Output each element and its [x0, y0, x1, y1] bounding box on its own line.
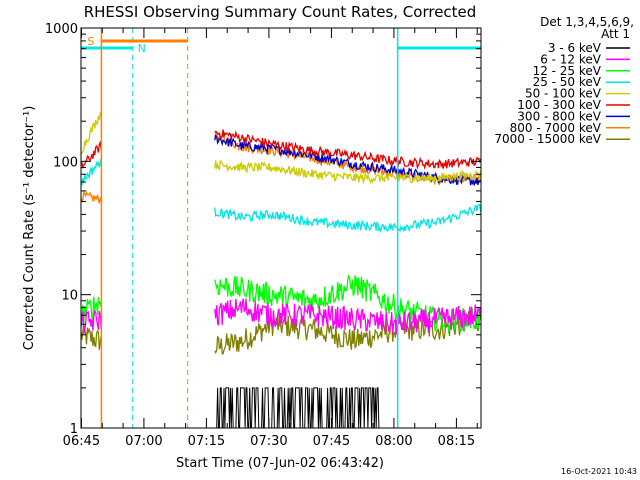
series-line-5 — [81, 129, 481, 171]
y-axis-label: Corrected Count Rate (s⁻¹ detector⁻¹) — [22, 106, 37, 351]
x-tick-label: 06:45 — [63, 434, 100, 449]
series-line-3 — [81, 157, 481, 234]
legend-label-4: 50 - 100 keV — [525, 87, 602, 101]
series-line-7 — [81, 131, 481, 204]
legend-label-7: 800 - 7000 keV — [510, 121, 602, 135]
x-tick-label: 07:30 — [250, 434, 287, 449]
series-line-4 — [81, 112, 481, 185]
legend-label-3: 25 - 50 keV — [533, 75, 602, 89]
y-tick-label: 1000 — [45, 22, 78, 37]
y-tick-label: 100 — [53, 155, 78, 170]
night-label-0: N — [138, 42, 146, 55]
series-line-6 — [214, 134, 481, 186]
legend-label-1: 6 - 12 keV — [540, 52, 602, 66]
series-group — [81, 112, 481, 428]
legend-label-0: 3 - 6 keV — [548, 41, 602, 55]
axes: 1 10 100 1000 06:45 07:00 07:15 07:30 07:45 08:00… — [45, 22, 482, 449]
timestamp: 16-Oct-2021 10:43 — [561, 467, 637, 476]
x-tick-label: 07:45 — [313, 434, 350, 449]
x-tick-label: 07:15 — [188, 434, 225, 449]
plot-area: NS — [81, 28, 482, 428]
y-tick-label: 1 — [70, 422, 78, 437]
x-tick-label: 08:15 — [438, 434, 475, 449]
legend-label-5: 100 - 300 keV — [517, 98, 601, 112]
series-line-2 — [81, 275, 481, 334]
legend-label-2: 12 - 25 keV — [533, 64, 602, 78]
saa-label-0: S — [87, 35, 94, 48]
series-line-0 — [81, 387, 481, 428]
x-tick-label: 08:00 — [375, 434, 412, 449]
x-tick-label: 07:00 — [125, 434, 162, 449]
plot-frame — [80, 27, 482, 429]
x-axis-label: Start Time (07-Jun-02 06:43:42) — [176, 456, 384, 471]
y-tick-label: 10 — [61, 289, 78, 304]
chart-title: RHESSI Observing Summary Count Rates, Co… — [84, 3, 477, 21]
legend-header-line-2: Att 1 — [601, 27, 630, 41]
legend-label-6: 300 - 800 keV — [517, 109, 601, 123]
legend-header-line-1: Det 1,3,4,5,6,9, — [540, 15, 634, 29]
legend-label-8: 7000 - 15000 keV — [494, 132, 601, 146]
series-line-1 — [81, 298, 481, 335]
